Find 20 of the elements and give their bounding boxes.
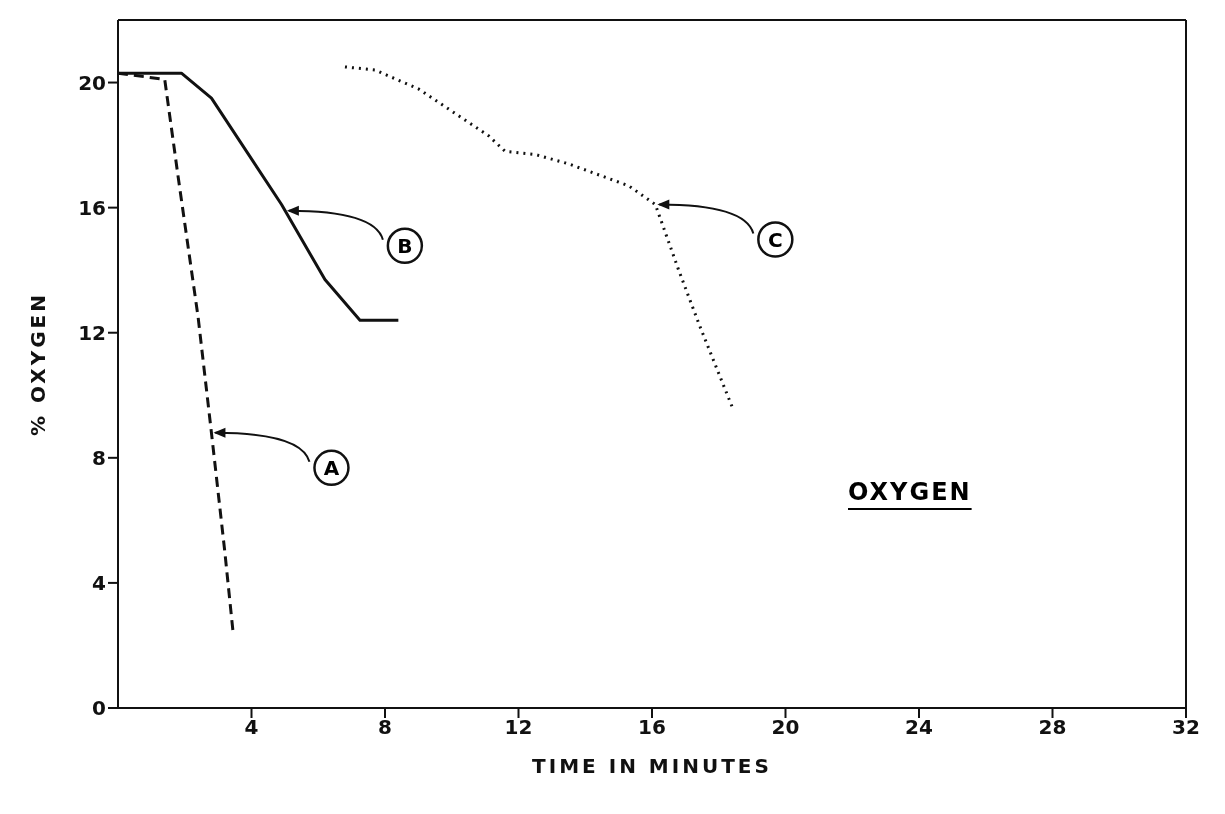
x-tick-label: 28	[1038, 715, 1067, 740]
y-axis-title: % OXYGEN	[26, 291, 51, 437]
y-tick-label: 16	[78, 195, 106, 220]
y-tick-label: 8	[92, 445, 106, 470]
x-tick-label: 4	[244, 715, 259, 740]
annotation: B	[397, 233, 413, 258]
annotation: OXYGEN	[848, 478, 972, 506]
y-tick-label: 0	[92, 696, 106, 721]
x-tick-label: 20	[771, 715, 800, 740]
x-tick-label: 8	[378, 715, 392, 740]
x-axis-title: TIME IN MINUTES	[532, 754, 772, 778]
y-tick-label: 4	[92, 571, 106, 596]
annotation: C	[767, 227, 783, 252]
x-tick-label: 12	[504, 715, 533, 740]
annotation: A	[323, 455, 340, 480]
y-tick-label: 20	[78, 70, 106, 95]
y-tick-label: 12	[78, 320, 106, 345]
x-tick-label: 16	[638, 715, 666, 740]
x-tick-label: 24	[905, 715, 933, 740]
x-tick-label: 32	[1172, 715, 1200, 740]
